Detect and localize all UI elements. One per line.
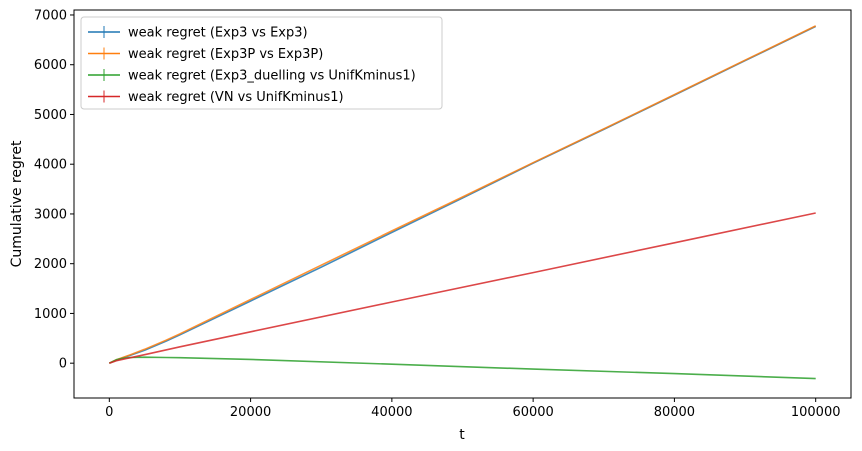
legend-label: weak regret (Exp3 vs Exp3) [128, 26, 308, 41]
x-tick-label: 20000 [230, 405, 271, 420]
y-axis-label: Cumulative regret [9, 140, 25, 267]
y-tick-label: 1000 [34, 307, 67, 322]
series-line-3 [108, 356, 816, 380]
y-tick-label: 3000 [34, 207, 67, 222]
legend: weak regret (Exp3 vs Exp3) weak regret (E… [80, 16, 443, 110]
legend-label: weak regret (Exp3_duelling vs UnifKminus… [128, 69, 416, 84]
y-tick-label: 5000 [34, 108, 67, 123]
x-tick-label: 80000 [654, 405, 695, 420]
y-tick-label: 6000 [34, 58, 67, 73]
x-tick-label: 0 [105, 405, 113, 420]
y-tick-label: 7000 [34, 8, 67, 23]
legend-label: weak regret (Exp3P vs Exp3P) [128, 47, 323, 62]
x-tick-label: 60000 [512, 405, 553, 420]
legend-label: weak regret (VN vs UnifKminus1) [128, 90, 344, 105]
y-tick-label: 4000 [34, 158, 67, 173]
plot-frame [73, 9, 852, 399]
x-axis-label: t [459, 427, 465, 443]
y-tick-label: 2000 [34, 257, 67, 272]
x-tick-label: 100000 [791, 405, 841, 420]
series-line-2 [108, 25, 817, 364]
x-tick-label: 40000 [371, 405, 412, 420]
y-axis-ticks: 0 1000 2000 3000 4000 5000 6000 7000 [34, 8, 74, 372]
x-axis-ticks: 0 20000 40000 60000 80000 100000 [105, 398, 841, 420]
series-layer [108, 25, 817, 380]
series-line-4 [109, 212, 816, 364]
legend-box [80, 16, 443, 110]
y-tick-label: 0 [59, 357, 67, 372]
